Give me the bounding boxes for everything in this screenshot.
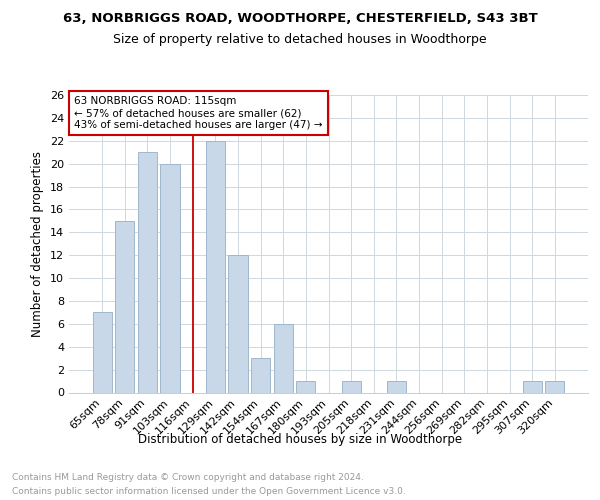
- Bar: [229, 255, 248, 392]
- Bar: [341, 381, 361, 392]
- Bar: [115, 221, 134, 392]
- Bar: [138, 152, 157, 392]
- Bar: [274, 324, 293, 392]
- Bar: [251, 358, 270, 392]
- Text: 63, NORBRIGGS ROAD, WOODTHORPE, CHESTERFIELD, S43 3BT: 63, NORBRIGGS ROAD, WOODTHORPE, CHESTERF…: [62, 12, 538, 26]
- Text: Contains HM Land Registry data © Crown copyright and database right 2024.: Contains HM Land Registry data © Crown c…: [12, 472, 364, 482]
- Bar: [523, 381, 542, 392]
- Bar: [296, 381, 316, 392]
- Text: Contains public sector information licensed under the Open Government Licence v3: Contains public sector information licen…: [12, 488, 406, 496]
- Bar: [206, 141, 225, 393]
- Y-axis label: Number of detached properties: Number of detached properties: [31, 151, 44, 337]
- Bar: [545, 381, 565, 392]
- Text: 63 NORBRIGGS ROAD: 115sqm
← 57% of detached houses are smaller (62)
43% of semi-: 63 NORBRIGGS ROAD: 115sqm ← 57% of detac…: [74, 96, 323, 130]
- Text: Distribution of detached houses by size in Woodthorpe: Distribution of detached houses by size …: [138, 432, 462, 446]
- Bar: [160, 164, 180, 392]
- Bar: [92, 312, 112, 392]
- Bar: [387, 381, 406, 392]
- Text: Size of property relative to detached houses in Woodthorpe: Size of property relative to detached ho…: [113, 32, 487, 46]
